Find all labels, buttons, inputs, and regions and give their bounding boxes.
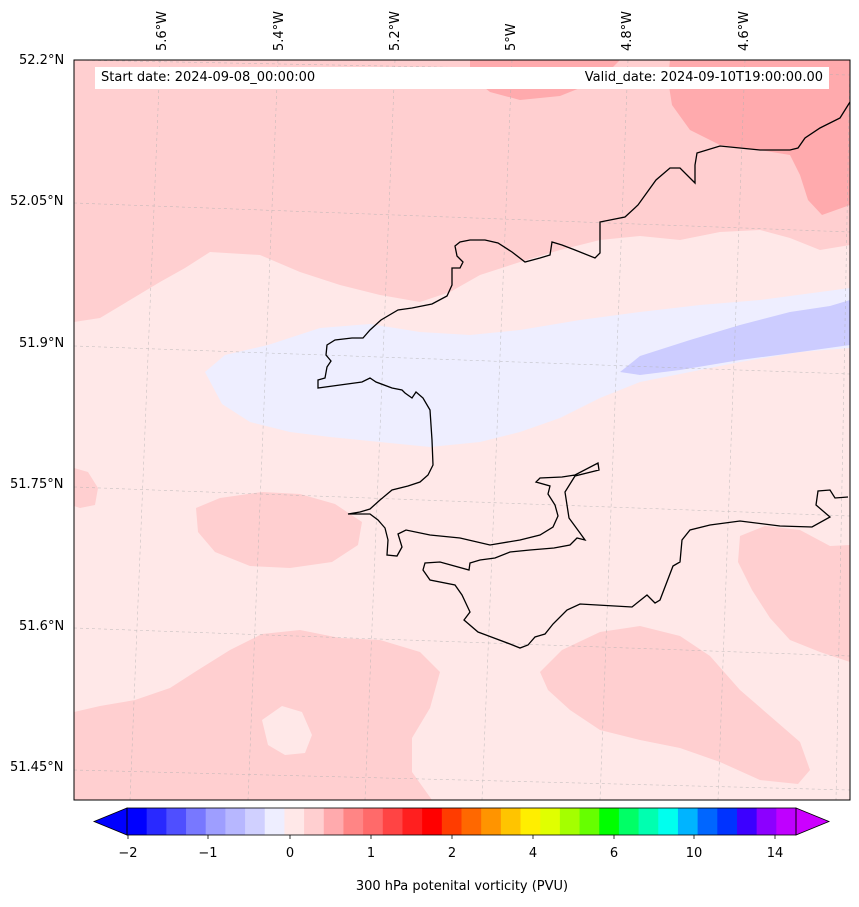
colorbar-swatch bbox=[756, 808, 777, 835]
colorbar-swatch bbox=[441, 808, 462, 835]
colorbar-swatch bbox=[461, 808, 482, 835]
colorbar-swatch bbox=[599, 808, 620, 835]
colorbar-swatch bbox=[717, 808, 738, 835]
colorbar-swatch bbox=[520, 808, 541, 835]
pv-region-ne-strong bbox=[668, 60, 850, 215]
colorbar-swatch bbox=[382, 808, 403, 835]
colorbar-tick-label: 0 bbox=[285, 846, 295, 861]
colorbar-under-arrow bbox=[92, 807, 128, 836]
lat-label-52-05: 52.05°N bbox=[10, 194, 64, 209]
lon-label-4-6: 4.6°W bbox=[737, 10, 752, 51]
colorbar-tick-label: 6 bbox=[609, 846, 619, 861]
colorbar-swatch bbox=[579, 808, 600, 835]
lat-label-51-6: 51.6°N bbox=[19, 619, 65, 634]
colorbar-swatch bbox=[776, 808, 797, 835]
colorbar-swatch bbox=[343, 808, 364, 835]
lat-label-51-9: 51.9°N bbox=[19, 336, 65, 351]
colorbar-swatch bbox=[697, 808, 718, 835]
colorbar-swatch bbox=[363, 808, 384, 835]
colorbar-tick-label: 10 bbox=[685, 846, 703, 861]
colorbar-swatch bbox=[245, 808, 266, 835]
pv-region-west-edge bbox=[74, 468, 98, 508]
colorbar-swatch bbox=[264, 808, 285, 835]
coastline bbox=[317, 101, 850, 649]
colorbar-swatch bbox=[402, 808, 423, 835]
lon-label-5-2: 5.2°W bbox=[388, 10, 403, 51]
colorbar-tick-label: −1 bbox=[198, 846, 218, 861]
pv-region-north bbox=[74, 60, 850, 322]
start-date-label: Start date: 2024-09-08_00:00:00 bbox=[101, 70, 316, 85]
colorbar-swatch bbox=[186, 808, 207, 835]
colorbar-swatch bbox=[540, 808, 561, 835]
colorbar-swatch bbox=[127, 808, 148, 835]
colorbar-swatch bbox=[559, 808, 581, 835]
pv-region-east bbox=[738, 526, 850, 662]
colorbar-swatch bbox=[323, 808, 344, 835]
colorbar-swatch bbox=[677, 808, 699, 835]
pv-region-south-east bbox=[540, 626, 810, 784]
colorbar-tick-label: 14 bbox=[766, 846, 784, 861]
colorbar-swatch bbox=[658, 808, 679, 835]
lat-label-51-75: 51.75°N bbox=[10, 477, 64, 492]
lon-label-5-6: 5.6°W bbox=[155, 10, 170, 51]
colorbar-swatch bbox=[205, 808, 226, 835]
pv-region-mid-west bbox=[196, 492, 362, 568]
colorbar-over-arrow bbox=[795, 807, 831, 836]
colorbar-tick-label: 4 bbox=[528, 846, 538, 861]
colorbar-swatch bbox=[225, 808, 246, 835]
colorbar-swatch bbox=[481, 808, 502, 835]
colorbar-swatch bbox=[422, 808, 443, 835]
colorbar-swatch bbox=[304, 808, 325, 835]
colorbar-tick-label: 2 bbox=[447, 846, 457, 861]
map-info-box: Start date: 2024-09-08_00:00:00 Valid_da… bbox=[95, 67, 829, 89]
lon-label-4-8: 4.8°W bbox=[620, 10, 635, 51]
lon-label-5-0: 5°W bbox=[504, 23, 519, 51]
lat-label-51-45: 51.45°N bbox=[10, 760, 64, 775]
colorbar-frame bbox=[126, 807, 797, 836]
colorbar-title: 300 hPa potenital vorticity (PVU) bbox=[355, 879, 569, 894]
colorbar-tick-label: 1 bbox=[366, 846, 376, 861]
colorbar bbox=[92, 807, 831, 839]
pv-hole-south-west bbox=[262, 706, 312, 755]
colorbar-swatch bbox=[618, 808, 640, 835]
pv-region-negative-streak bbox=[205, 288, 850, 447]
colorbar-swatch bbox=[500, 808, 522, 835]
colorbar-swatch bbox=[284, 808, 305, 835]
colorbar-swatch bbox=[166, 808, 187, 835]
colorbar-swatch bbox=[146, 808, 167, 835]
lon-label-5-4: 5.4°W bbox=[272, 10, 287, 51]
colorbar-swatch bbox=[736, 808, 758, 835]
colorbar-swatch bbox=[638, 808, 659, 835]
colorbar-tick-label: −2 bbox=[118, 846, 138, 861]
valid-date-label: Valid_date: 2024-09-10T19:00:00.00 bbox=[584, 70, 823, 85]
pv-region-south-west bbox=[74, 630, 440, 800]
lat-label-52-2: 52.2°N bbox=[19, 53, 65, 68]
map-border bbox=[73, 59, 851, 801]
